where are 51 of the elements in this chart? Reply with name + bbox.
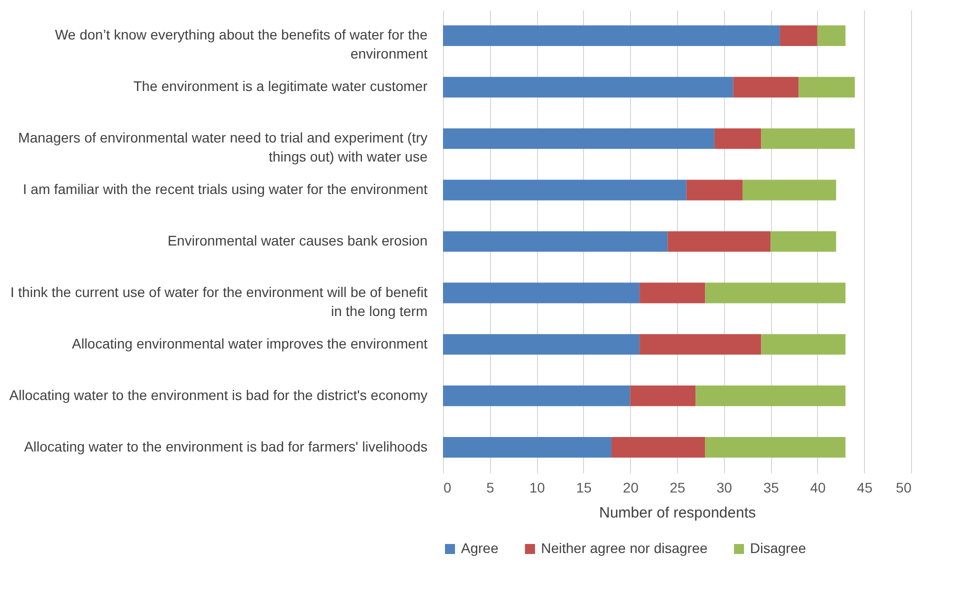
bar	[761, 128, 855, 149]
x-tick-label: 20	[622, 480, 639, 496]
bar	[696, 386, 846, 406]
bar	[770, 231, 836, 252]
x-tick-label: 0	[444, 480, 452, 496]
bar	[630, 386, 696, 406]
x-tick-label: 25	[670, 480, 686, 496]
x-tick-label: 30	[716, 480, 732, 496]
x-tick-label: 50	[896, 480, 912, 496]
bar	[443, 436, 612, 458]
bar	[742, 180, 836, 200]
legend-label: Disagree	[750, 540, 806, 556]
bar	[714, 128, 762, 149]
y-tick-label: I think the current use of water for the environment will be of benefit in the long term	[10, 284, 428, 319]
x-tick-label: 10	[529, 480, 546, 496]
bar	[611, 436, 706, 458]
x-tick-label: 45	[856, 480, 873, 496]
x-tick-label: 35	[763, 480, 780, 496]
y-tick-label: Managers of environmental water need to trial and experiment (try things out) with water use	[18, 130, 428, 165]
bar	[443, 282, 640, 304]
x-axis-title: Number of respondents	[599, 504, 756, 522]
bar	[443, 180, 686, 200]
y-tick-label: The environment is a legitimate water customer	[133, 78, 428, 94]
bar	[443, 386, 630, 406]
bar	[640, 334, 762, 355]
bar	[686, 180, 743, 200]
bar	[705, 282, 846, 304]
y-tick-label: We don’t know everything about the benefits of water for the environment	[54, 26, 428, 62]
bar	[817, 25, 846, 46]
x-tick-label: 40	[810, 480, 826, 496]
bar	[443, 25, 780, 46]
x-tick-label: 5	[486, 480, 494, 496]
bar	[443, 231, 668, 252]
bar	[761, 334, 846, 355]
bar	[443, 334, 640, 355]
legend-label: Neither agree nor disagree	[541, 540, 708, 556]
x-tick-label: 15	[576, 480, 592, 496]
y-tick-label: Allocating water to the environment is bad for the district's economy	[9, 386, 428, 403]
y-tick-label: Allocating environmental water improves the environment	[72, 335, 428, 352]
bar	[780, 25, 818, 46]
y-tick-label: Environmental water causes bank erosion	[168, 232, 428, 248]
y-tick-label: Allocating water to the environment is bad for farmers' livelihoods	[24, 438, 428, 454]
bar	[668, 231, 771, 252]
bar	[640, 282, 706, 304]
y-tick-label: I am familiar with the recent trials using water for the environment	[22, 181, 428, 198]
bar	[705, 436, 846, 458]
bar	[443, 76, 734, 98]
bar	[443, 128, 714, 149]
bar	[733, 76, 799, 98]
legend-label: Agree	[461, 540, 499, 556]
bar	[798, 76, 855, 98]
